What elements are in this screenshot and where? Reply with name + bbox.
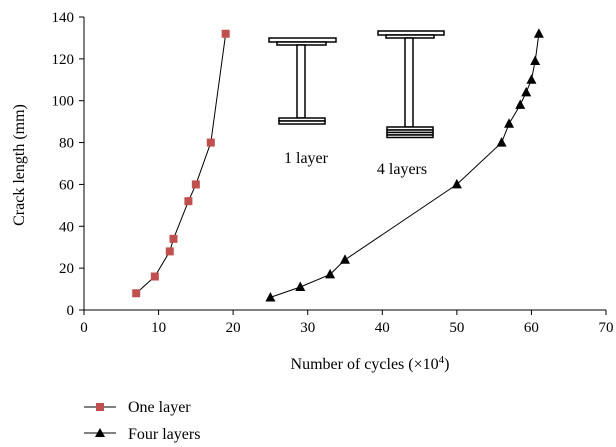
- ticks: 0 10 20 30 40 50 60 70 0 20 40 60 80 100 120 140: [52, 10, 614, 336]
- x-tick-label: 10: [151, 320, 166, 336]
- series-line-1: [135, 33, 227, 294]
- x-tick-label: 70: [599, 320, 614, 336]
- legend-marker-triangle: [95, 428, 105, 437]
- data-point-triangle: [295, 281, 306, 291]
- one-layer-beam-illustration: [268, 37, 337, 125]
- x-tick-label: 60: [524, 320, 539, 336]
- x-tick-label: 50: [449, 320, 464, 336]
- x-tick-label: 40: [375, 320, 390, 336]
- data-point-triangle: [504, 118, 515, 128]
- y-tick-label: 60: [59, 177, 74, 193]
- legend-marker-square: [96, 403, 104, 411]
- legend-label-four-layers: Four layers: [128, 426, 200, 443]
- data-point-square: [165, 247, 174, 256]
- data-point-triangle: [533, 28, 544, 38]
- y-tick-label: 20: [59, 261, 74, 277]
- x-tick-label: 0: [80, 320, 88, 336]
- x-tick-label: 30: [300, 320, 315, 336]
- legend-item-one-layer: One layer: [84, 399, 191, 416]
- legend: One layer Four layers: [84, 399, 200, 443]
- data-point-triangle: [265, 291, 276, 302]
- data-point-square: [206, 138, 215, 147]
- legend-item-four-layers: Four layers: [84, 426, 200, 443]
- y-tick-label: 100: [52, 94, 75, 110]
- y-tick-label: 80: [59, 136, 74, 152]
- data-point-triangle: [451, 178, 462, 189]
- data-point-triangle: [340, 254, 350, 264]
- axes: [83, 17, 606, 311]
- legend-label-one-layer: One layer: [128, 399, 191, 416]
- data-point-square: [191, 180, 200, 189]
- annotation-one-layer: 1 layer: [284, 150, 329, 167]
- x-axis-label: Number of cycles (×104): [291, 354, 450, 373]
- series-group: [132, 28, 544, 302]
- y-tick-label: 40: [59, 219, 74, 235]
- data-point-triangle: [521, 86, 532, 97]
- data-point-square: [184, 197, 193, 206]
- data-point-triangle: [325, 268, 336, 279]
- x-tick-label: 20: [226, 320, 241, 336]
- y-tick-label: 140: [52, 10, 75, 26]
- four-layers-beam-illustration: [377, 30, 445, 139]
- data-point-triangle: [496, 137, 507, 147]
- data-point-triangle: [526, 74, 537, 84]
- y-tick-label: 120: [52, 52, 75, 68]
- data-point-square: [132, 289, 141, 298]
- annotation-four-layers: 4 layers: [377, 161, 427, 178]
- y-axis-label: Crack length (mm): [11, 104, 28, 226]
- data-point-square: [221, 29, 230, 38]
- data-point-triangle: [515, 99, 526, 109]
- data-point-square: [169, 234, 178, 243]
- y-tick-label: 0: [67, 303, 75, 319]
- data-point-triangle: [530, 55, 541, 65]
- data-point-square: [150, 272, 159, 281]
